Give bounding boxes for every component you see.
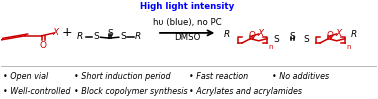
Text: O: O [326, 31, 333, 40]
Text: High light intensity: High light intensity [140, 2, 234, 11]
Text: DMSO: DMSO [174, 33, 200, 42]
Text: • Short induction period: • Short induction period [74, 72, 171, 81]
Text: S: S [274, 35, 279, 44]
Text: X: X [335, 29, 341, 38]
Text: S: S [120, 32, 126, 41]
Text: R: R [351, 30, 358, 39]
Text: R: R [135, 32, 141, 41]
Text: R: R [223, 30, 230, 39]
Text: S: S [290, 32, 296, 41]
Text: S: S [107, 29, 113, 38]
Text: O: O [248, 31, 255, 40]
Text: +: + [61, 26, 72, 39]
Text: • Well-controlled: • Well-controlled [3, 87, 70, 96]
Text: n: n [347, 44, 351, 50]
Text: S: S [93, 32, 99, 41]
Text: • Acrylates and acrylamides: • Acrylates and acrylamides [189, 87, 302, 96]
Text: O: O [40, 41, 46, 50]
Text: • No additives: • No additives [272, 72, 329, 81]
Text: n: n [269, 44, 273, 50]
Text: • Block copolymer synthesis: • Block copolymer synthesis [74, 87, 188, 96]
Text: • Fast reaction: • Fast reaction [189, 72, 248, 81]
Text: X: X [257, 29, 263, 38]
Text: hυ (blue), no PC: hυ (blue), no PC [153, 18, 222, 27]
Text: X: X [53, 28, 59, 37]
Text: S: S [304, 35, 309, 44]
Text: R: R [77, 32, 83, 41]
Text: • Open vial: • Open vial [3, 72, 48, 81]
